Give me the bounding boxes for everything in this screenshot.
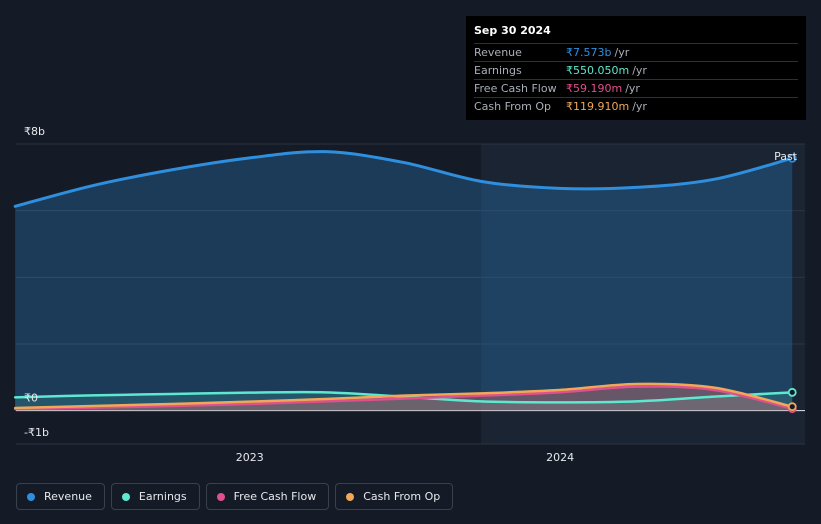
- tooltip-row-earnings: Earnings ₹550.050m/yr: [474, 61, 798, 79]
- legend-dot-icon: [121, 492, 130, 501]
- legend-item-cash-from-op[interactable]: Cash From Op: [335, 483, 454, 510]
- tooltip-series-value: ₹119.910m: [566, 100, 630, 113]
- legend-dot-icon: [346, 492, 355, 501]
- tooltip-series-value: ₹7.573b: [566, 46, 612, 59]
- tooltip-series-name: Earnings: [474, 64, 522, 77]
- legend-label: Free Cash Flow: [233, 490, 317, 503]
- legend-dot-icon: [216, 492, 225, 501]
- legend-dot-icon: [27, 492, 35, 501]
- tooltip-series-name: Cash From Op: [474, 100, 552, 113]
- cash-from-op-end-marker: [787, 402, 797, 412]
- tooltip-series-value: ₹550.050m: [566, 64, 630, 77]
- tooltip-series-unit: /yr: [625, 82, 640, 95]
- y-tick-label: ₹8b: [24, 125, 45, 138]
- grid-lines: [16, 143, 805, 445]
- y-tick-label: -₹1b: [24, 426, 49, 439]
- axis-labels: ₹8b ₹0 -₹1b 2023 2024 Past: [24, 125, 798, 464]
- tooltip-series-name: Revenue: [474, 46, 522, 59]
- free-cash-flow-line: [13, 385, 794, 411]
- tooltip-series-name: Free Cash Flow: [474, 82, 557, 95]
- tooltip-row-free-cash-flow: Free Cash Flow ₹59.190m/yr: [474, 79, 798, 97]
- legend-item-free-cash-flow[interactable]: Free Cash Flow: [205, 483, 330, 510]
- legend-label: Earnings: [138, 490, 187, 503]
- x-tick-label: 2023: [236, 451, 264, 464]
- y-tick-label: ₹0: [24, 392, 38, 405]
- past-label: Past: [774, 150, 798, 163]
- revenue-area: [15, 151, 793, 411]
- revenue-line: [13, 150, 794, 208]
- tooltip-row-cash-from-op: Cash From Op ₹119.910m/yr: [474, 97, 798, 115]
- series-areas: [15, 151, 793, 411]
- free-cash-flow-area: [15, 386, 793, 411]
- legend-item-earnings[interactable]: Earnings: [110, 483, 200, 510]
- series-lines: [13, 150, 794, 411]
- end-markers: [787, 153, 797, 414]
- legend-label: Cash From Op: [363, 490, 441, 503]
- x-tick-label: 2024: [546, 451, 574, 464]
- earnings-end-marker: [787, 387, 797, 397]
- tooltip: Sep 30 2024 Revenue ₹7.573b/yr Earnings ₹55…: [466, 16, 806, 120]
- tooltip-series-unit: /yr: [632, 100, 647, 113]
- legend: Revenue Earnings Free Cash Flow Cash From O…: [16, 483, 454, 510]
- tooltip-series-unit: /yr: [614, 46, 630, 59]
- revenue-end-marker: [787, 153, 797, 163]
- legend-label: Revenue: [44, 490, 92, 503]
- tooltip-row-revenue: Revenue ₹7.573b/yr: [474, 43, 798, 61]
- tooltip-date: Sep 30 2024: [474, 24, 551, 37]
- legend-item-revenue[interactable]: Revenue: [16, 483, 105, 510]
- cash-from-op-line: [13, 382, 794, 410]
- tooltip-series-value: ₹59.190m: [566, 82, 623, 95]
- tooltip-series-unit: /yr: [632, 64, 647, 77]
